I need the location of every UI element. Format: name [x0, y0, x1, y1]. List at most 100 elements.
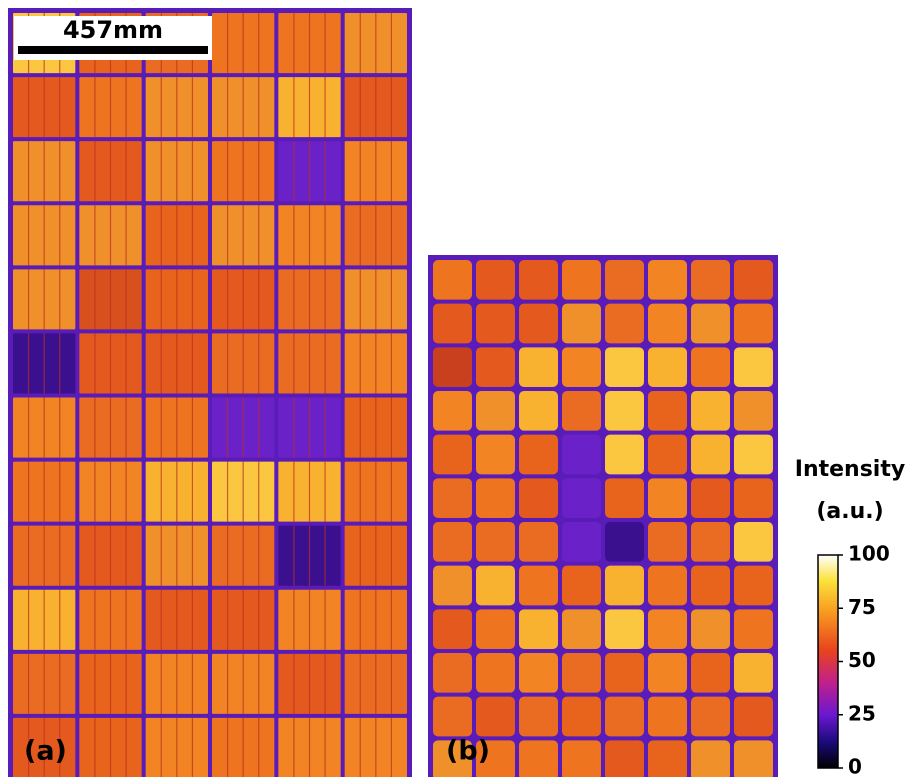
solar-cell — [562, 391, 601, 431]
solar-cell — [562, 697, 601, 737]
solar-cell — [648, 740, 687, 777]
solar-cell — [734, 697, 773, 737]
solar-cell — [648, 435, 687, 475]
solar-cell — [519, 740, 558, 777]
solar-cell — [691, 653, 730, 693]
colorbar-title: Intensity — [795, 457, 905, 482]
solar-cell — [691, 260, 730, 300]
solar-cell — [433, 653, 472, 693]
solar-cell — [605, 391, 644, 431]
solar-cell — [562, 304, 601, 344]
solar-cell — [648, 260, 687, 300]
solar-cell — [605, 653, 644, 693]
solar-cell — [476, 347, 515, 387]
solar-cell — [562, 740, 601, 777]
solar-cell — [691, 304, 730, 344]
solar-cell — [691, 740, 730, 777]
solar-cell — [648, 697, 687, 737]
solar-cell — [519, 347, 558, 387]
solar-cell — [562, 609, 601, 649]
colorbar-tick-label: 0 — [848, 755, 862, 777]
solar-cell — [519, 435, 558, 475]
solar-cell — [519, 478, 558, 518]
solar-cell — [433, 435, 472, 475]
solar-cell — [605, 260, 644, 300]
solar-cell — [648, 391, 687, 431]
solar-cell — [433, 478, 472, 518]
solar-cell — [734, 260, 773, 300]
solar-cell — [648, 566, 687, 606]
panel-label: (a) — [24, 736, 67, 767]
solar-cell — [648, 347, 687, 387]
solar-cell — [519, 304, 558, 344]
solar-cell — [519, 566, 558, 606]
solar-cell — [605, 740, 644, 777]
colorbar-tick-label: 50 — [848, 648, 876, 672]
solar-cell — [476, 435, 515, 475]
solar-cell — [605, 304, 644, 344]
solar-cell — [605, 435, 644, 475]
solar-cell — [433, 697, 472, 737]
solar-cell — [476, 260, 515, 300]
solar-cell — [519, 522, 558, 562]
solar-cell — [605, 522, 644, 562]
solar-cell — [562, 260, 601, 300]
solar-cell — [476, 566, 515, 606]
figure: 457mm (a) (b) Intensity (a.u.) 025507510… — [0, 0, 909, 777]
colorbar-tick-label: 100 — [848, 542, 890, 566]
solar-cell — [605, 697, 644, 737]
solar-cell — [648, 304, 687, 344]
solar-cell — [648, 653, 687, 693]
solar-cell — [433, 522, 472, 562]
colorbar-tick-label: 25 — [848, 701, 876, 725]
panels — [8, 8, 778, 777]
solar-cell — [562, 522, 601, 562]
solar-cell — [691, 609, 730, 649]
solar-cell — [562, 347, 601, 387]
solar-cell — [734, 522, 773, 562]
solar-cell — [562, 435, 601, 475]
solar-cell — [433, 566, 472, 606]
solar-cell — [433, 304, 472, 344]
solar-cell — [691, 435, 730, 475]
solar-cell — [734, 740, 773, 777]
solar-cell — [734, 347, 773, 387]
scale-bar-line — [18, 46, 208, 54]
solar-cell — [476, 478, 515, 518]
solar-cell — [734, 304, 773, 344]
scale-bar-label: 457mm — [63, 16, 163, 44]
solar-cell — [691, 697, 730, 737]
solar-cell — [476, 653, 515, 693]
solar-cell — [519, 609, 558, 649]
solar-cell — [691, 522, 730, 562]
solar-cell — [691, 391, 730, 431]
solar-cell — [433, 260, 472, 300]
solar-cell — [476, 391, 515, 431]
solar-cell — [519, 391, 558, 431]
solar-cell — [519, 260, 558, 300]
colorbar-unit: (a.u.) — [816, 499, 883, 524]
solar-cell — [476, 697, 515, 737]
solar-cell — [734, 478, 773, 518]
solar-cell — [648, 478, 687, 518]
solar-cell — [433, 391, 472, 431]
solar-cell — [691, 566, 730, 606]
solar-cell — [519, 653, 558, 693]
solar-cell — [691, 347, 730, 387]
solar-cell — [734, 566, 773, 606]
solar-cell — [605, 566, 644, 606]
solar-cell — [605, 347, 644, 387]
solar-cell — [648, 609, 687, 649]
solar-cell — [734, 391, 773, 431]
solar-cell — [433, 609, 472, 649]
solar-cell — [433, 347, 472, 387]
panel-label: (b) — [446, 736, 490, 767]
colorbar — [818, 555, 838, 768]
solar-cell — [476, 522, 515, 562]
solar-cell — [562, 478, 601, 518]
solar-cell — [562, 566, 601, 606]
solar-cell — [734, 435, 773, 475]
solar-cell — [734, 653, 773, 693]
solar-cell — [605, 478, 644, 518]
